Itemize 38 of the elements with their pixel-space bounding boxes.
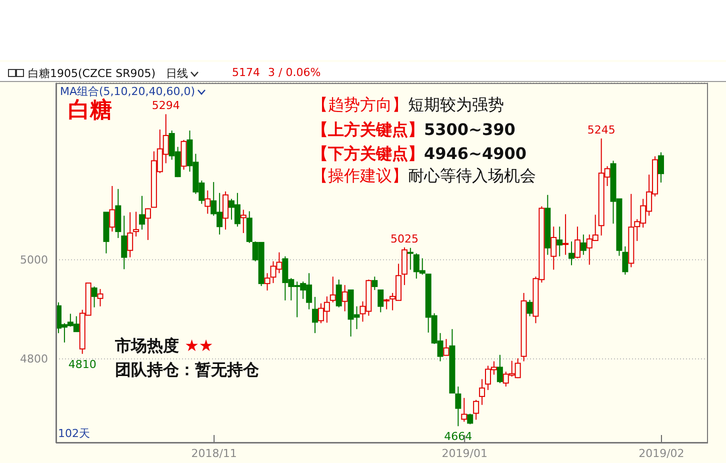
annotation: 团队持仓：暂无持仓: [115, 360, 259, 380]
candlestick: [550, 226, 557, 270]
x-tick-label: 2018/11: [191, 447, 237, 460]
annotation: 【下方关键点】4946~4900: [312, 144, 526, 164]
candlestick: [133, 211, 140, 238]
y-tick-label: 4800: [20, 352, 48, 366]
candlestick: [139, 195, 146, 230]
annotation: 市场热度 ★★: [115, 336, 214, 356]
chart-subtitle: 日线: [166, 66, 188, 81]
text: 3 / 0.06%: [268, 66, 321, 80]
chart-title: 白糖1905(CZCE SR905): [28, 66, 156, 81]
text: 5174: [232, 66, 260, 80]
candlestick: [312, 296, 318, 334]
annotation: 4810: [68, 358, 96, 371]
candlestick: [544, 194, 551, 256]
candlestick: [121, 215, 128, 270]
annotation: 【趋势方向】短期较为强势: [312, 95, 504, 114]
annotation: MA组合(5,10,20,40,60,0): [60, 85, 196, 98]
candlestick: [556, 226, 563, 257]
candlestick: [127, 212, 134, 258]
candlestick: [479, 378, 486, 406]
annotation: 【操作建议】耐心等待入场机会: [312, 166, 536, 186]
y-tick-label: 5000: [20, 254, 48, 267]
x-tick-label: 2019/02: [638, 447, 684, 460]
candlestick: [342, 284, 348, 312]
candlestick: [97, 288, 104, 307]
annotation: 【上方关键点】5300~390: [312, 120, 516, 140]
annotation: 5025: [390, 232, 418, 246]
candlestick: [455, 386, 462, 427]
annotation: 5245: [587, 123, 616, 136]
annotation: 5294: [152, 99, 180, 112]
candlestick: [562, 214, 569, 256]
annotation: 4664: [444, 430, 472, 444]
candlestick: [520, 292, 527, 362]
candlestick: [115, 188, 122, 238]
annotation: 白糖: [68, 98, 112, 124]
x-tick-label: 2019/01: [442, 447, 488, 460]
annotation: 102天: [58, 427, 90, 440]
